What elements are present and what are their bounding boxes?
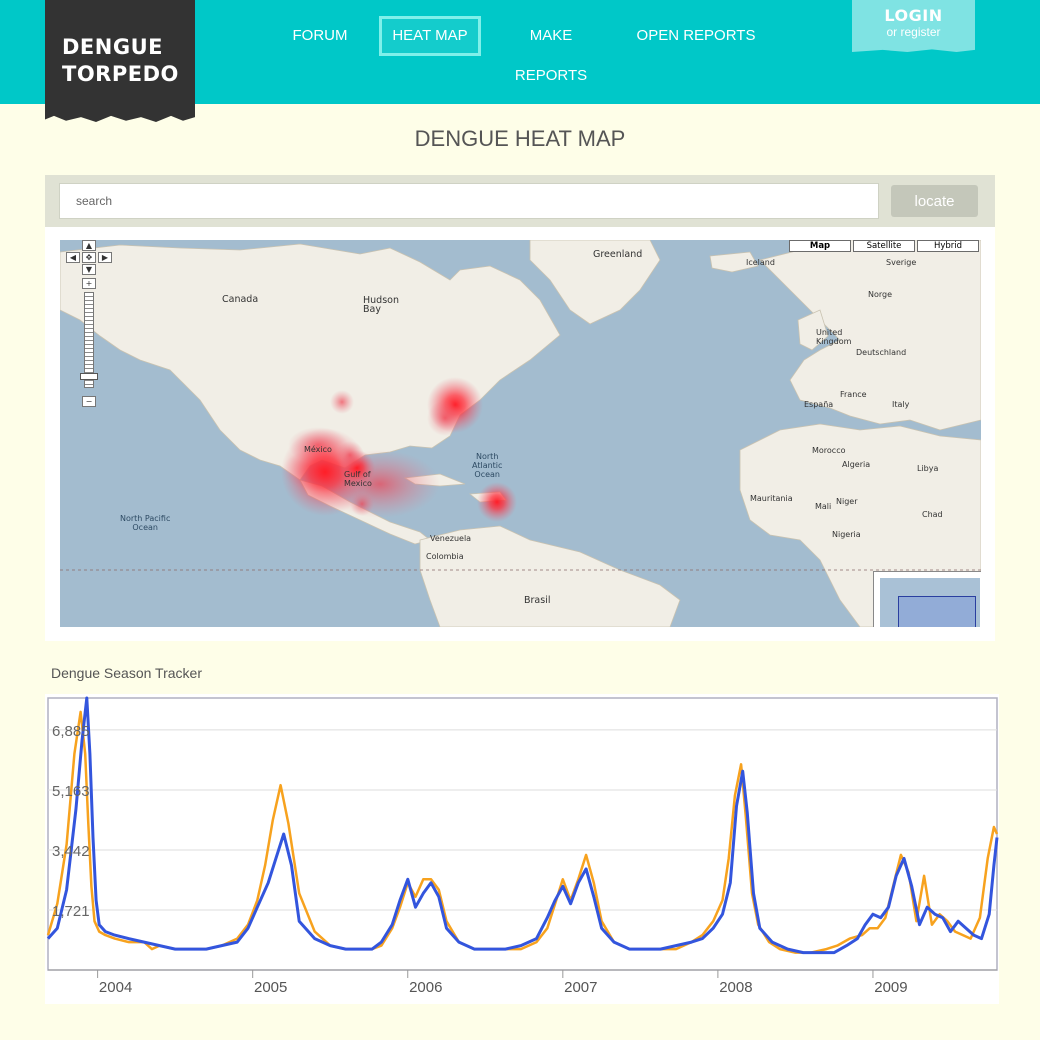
tracker-title: Dengue Season Tracker — [51, 665, 202, 681]
y-tick-label: 1,721 — [52, 903, 90, 920]
zoom-slider[interactable] — [84, 292, 94, 388]
zoom-out-icon[interactable]: − — [82, 396, 96, 407]
pan-down-icon[interactable]: ▼ — [82, 264, 96, 275]
map-graphic — [60, 240, 981, 627]
label-mali: Mali — [815, 502, 832, 511]
page-title: DENGUE HEAT MAP — [414, 126, 626, 151]
label-iceland: Iceland — [746, 258, 775, 267]
overview-map-area — [880, 578, 980, 627]
europe — [759, 240, 981, 431]
logo-line2: TORPEDO — [62, 62, 179, 86]
label-sverige: Sverige — [886, 258, 917, 267]
y-tick-label: 6,885 — [52, 723, 90, 740]
label-chad: Chad — [922, 510, 943, 519]
label-canada: Canada — [222, 294, 259, 305]
south-america — [419, 525, 681, 627]
x-tick-label: 2007 — [564, 979, 597, 996]
x-tick-label: 2008 — [719, 979, 752, 996]
series-line — [46, 696, 999, 955]
login-button[interactable]: LOGIN or register — [852, 0, 975, 52]
iceland — [709, 251, 759, 273]
label-greenland: Greenland — [593, 249, 643, 260]
nav-forum[interactable]: FORUM — [292, 27, 348, 44]
y-tick-label: 5,163 — [52, 783, 90, 800]
pan-up-icon[interactable]: ▲ — [82, 240, 96, 251]
y-tick-label: 3,442 — [52, 843, 90, 860]
label-hudson-bay: Hudson Bay — [363, 295, 399, 315]
logo-line1: DENGUE — [62, 35, 163, 59]
pan-center-icon[interactable]: ✥ — [82, 252, 96, 263]
nav-open-reports[interactable]: OPEN REPORTS — [636, 27, 756, 44]
plot-area — [47, 697, 998, 971]
zoom-handle[interactable] — [80, 373, 98, 380]
uk — [797, 309, 829, 351]
x-tick-label: 2005 — [254, 979, 287, 996]
label-espana: España — [804, 400, 834, 409]
map-type-hybrid[interactable]: Hybrid — [917, 240, 979, 252]
label-niger: Niger — [836, 497, 858, 506]
label-libya: Libya — [917, 464, 939, 473]
nav-heat-map[interactable]: HEAT MAP — [379, 16, 481, 56]
x-tick-label: 2006 — [409, 979, 442, 996]
login-title: LOGIN — [884, 6, 943, 25]
map-type-satellite[interactable]: Satellite — [853, 240, 915, 252]
label-mauritania: Mauritania — [750, 494, 793, 503]
label-nigeria: Nigeria — [832, 530, 861, 539]
top-header: DENGUE TORPEDO FORUM HEAT MAP MAKE REPOR… — [0, 0, 1040, 122]
search-bar: locate — [45, 175, 995, 227]
label-mexico: México — [304, 445, 332, 454]
pan-right-icon[interactable]: ▶ — [98, 252, 112, 263]
label-italia: Italy — [892, 400, 910, 409]
label-gulf-mexico: Gulf of Mexico — [344, 470, 372, 488]
heat-overlay — [281, 377, 517, 522]
register-link[interactable]: or register — [886, 25, 941, 39]
site-logo[interactable]: DENGUE TORPEDO — [45, 0, 195, 122]
logo-text: DENGUE TORPEDO — [62, 34, 179, 88]
map-type-map[interactable]: Map — [789, 240, 851, 252]
map-navigation-control: ▲ ◀ ✥ ▶ ▼ + − — [62, 240, 116, 412]
label-brasil: Brasil — [524, 595, 551, 606]
season-tracker-chart: 2004 2005 2006 2007 2008 2009 6,885 5,163 3,442 1… — [45, 694, 999, 1004]
label-deutschland: Deutschland — [856, 348, 907, 357]
locate-button[interactable]: locate — [891, 185, 978, 217]
x-tick-label: 2004 — [99, 979, 132, 996]
tracker-svg: 2004 2005 2006 2007 2008 2009 6,885 5,163 3,442 1… — [46, 696, 999, 996]
label-venezuela: Venezuela — [430, 534, 472, 543]
map-frame: Canada Hudson Bay Greenland México Gulf o… — [45, 227, 995, 641]
label-morocco: Morocco — [812, 446, 846, 455]
label-norge: Norge — [868, 290, 893, 299]
x-tick-label: 2009 — [874, 979, 907, 996]
label-colombia: Colombia — [426, 552, 464, 561]
greenland — [529, 240, 661, 325]
heat-map[interactable]: Canada Hudson Bay Greenland México Gulf o… — [60, 240, 981, 627]
map-type-selector: Map Satellite Hybrid — [787, 240, 979, 252]
label-north-atlantic: North Atlantic Ocean — [472, 452, 503, 479]
label-united-kingdom: United Kingdom — [816, 328, 852, 346]
search-input[interactable] — [59, 183, 879, 219]
zoom-in-icon[interactable]: + — [82, 278, 96, 289]
pan-left-icon[interactable]: ◀ — [66, 252, 80, 263]
label-north-pacific: North Pacific Ocean — [120, 514, 171, 532]
overview-viewport[interactable] — [898, 596, 976, 627]
label-france: France — [840, 390, 867, 399]
overview-map[interactable] — [873, 571, 981, 627]
label-algeria: Algeria — [842, 460, 871, 469]
nav-make-reports[interactable]: MAKE REPORTS — [514, 27, 588, 84]
